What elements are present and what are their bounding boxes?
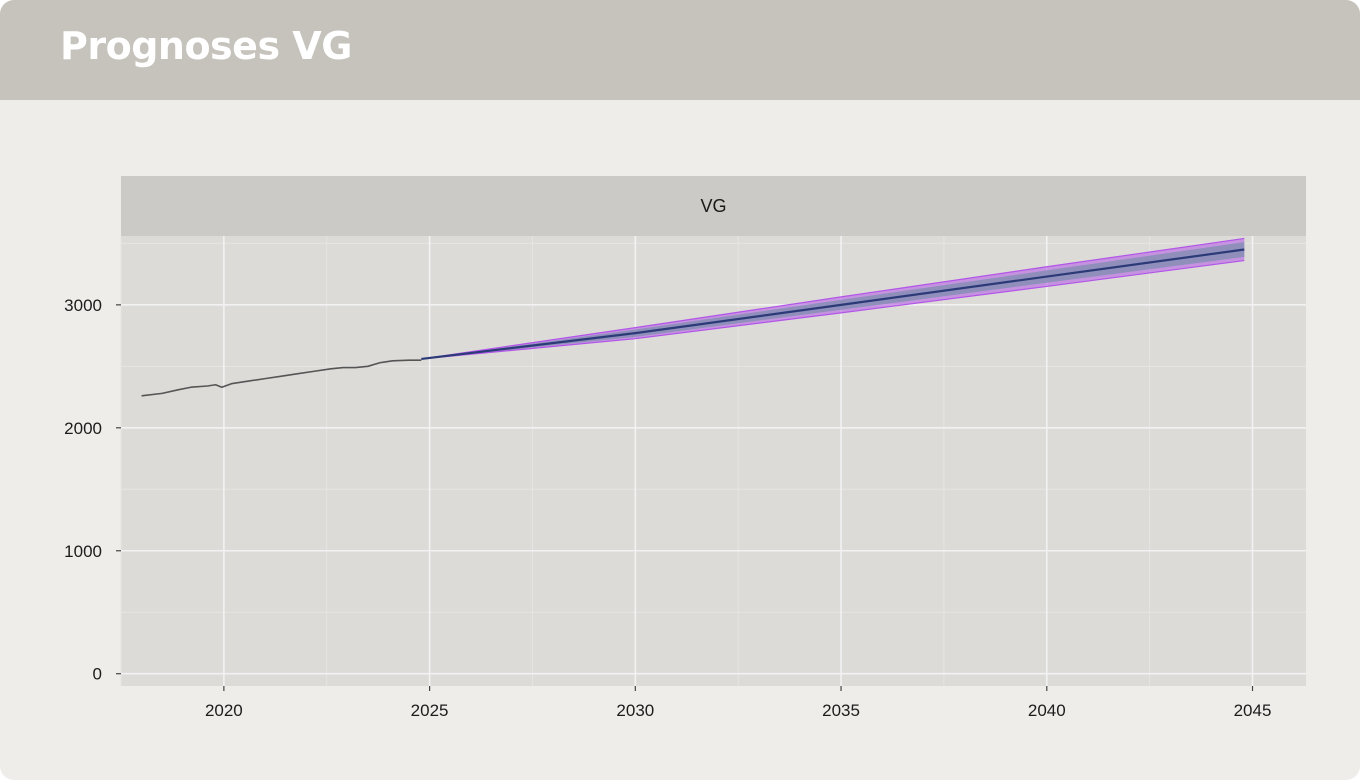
x-tick-label: 2045: [1234, 701, 1272, 720]
x-tick-label: 2025: [411, 701, 449, 720]
x-tick-label: 2020: [205, 701, 243, 720]
y-tick-label: 3000: [64, 296, 102, 315]
facet-strip: [121, 176, 1306, 236]
grid: [120, 236, 1306, 686]
y-tick-label: 0: [93, 665, 102, 684]
y-tick-label: 2000: [64, 419, 102, 438]
forecast-lower-bound-line: [421, 259, 1245, 360]
facet-label: VG: [700, 196, 726, 216]
x-tick-label: 2040: [1028, 701, 1066, 720]
forecast-upper-bound-line: [421, 237, 1245, 360]
page-title: Prognoses VG: [60, 24, 352, 68]
axes: 2020 2025 2030 2035 2040 2045 0 1000 2000 3000: [64, 296, 1271, 720]
forecast-line: [421, 248, 1245, 361]
y-tick-label: 1000: [64, 542, 102, 561]
plot-panel: [121, 236, 1306, 686]
observed-line: [141, 359, 422, 397]
chart-marks: [141, 237, 1245, 397]
x-tick-label: 2030: [616, 701, 654, 720]
card-header: Prognoses VG: [0, 0, 1360, 100]
x-tick-label: 2035: [822, 701, 860, 720]
